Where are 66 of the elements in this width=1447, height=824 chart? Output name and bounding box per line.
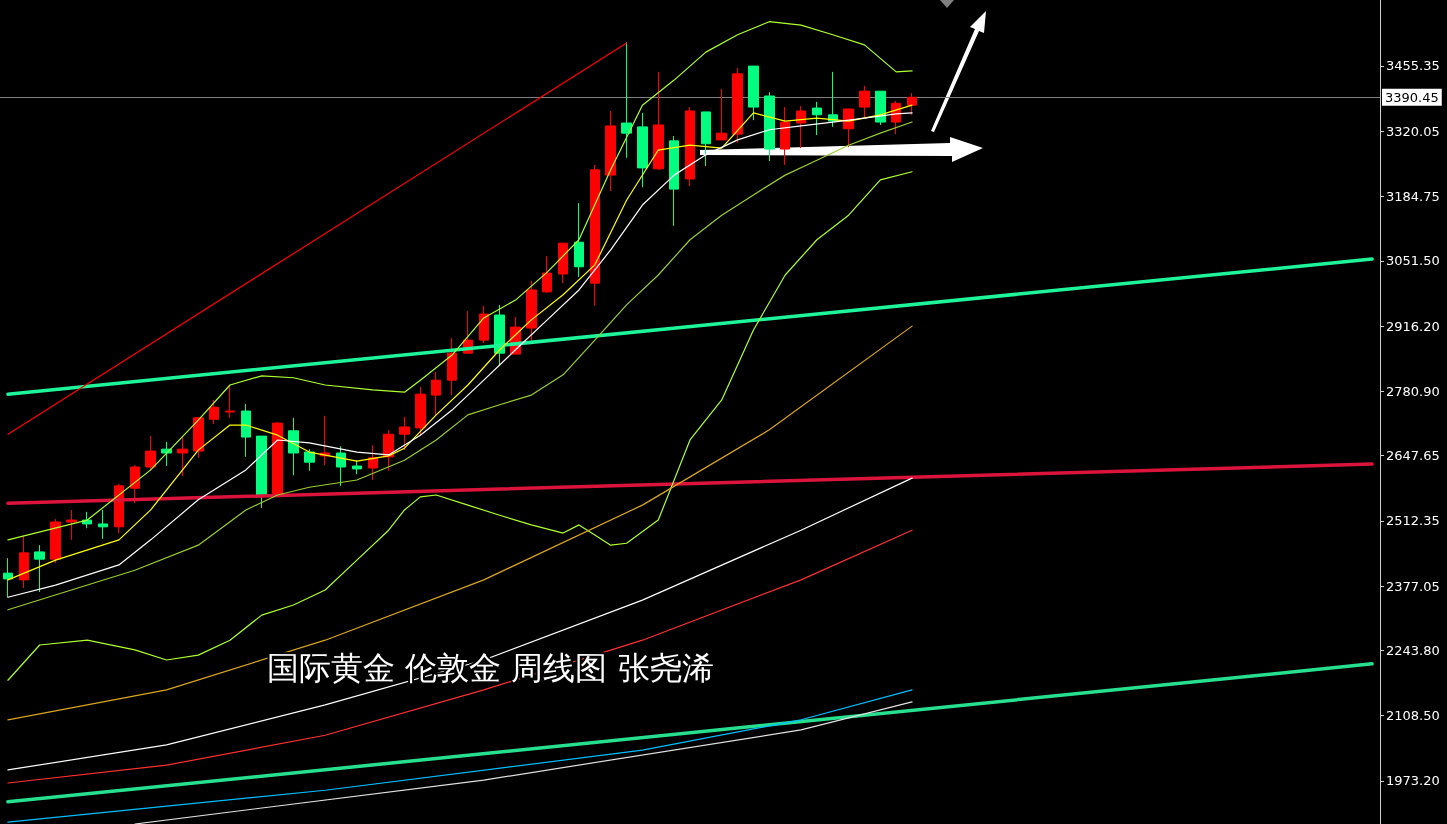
candlestick	[574, 202, 584, 278]
y-tick-label: 3051.50	[1386, 253, 1440, 269]
candlestick	[748, 65, 759, 121]
y-tick-label: 2243.80	[1386, 642, 1440, 658]
candlestick	[431, 371, 441, 416]
candlestick	[3, 557, 13, 598]
candlestick	[732, 67, 743, 144]
candlestick	[780, 106, 790, 166]
candlestick	[209, 399, 219, 425]
candlestick	[542, 255, 552, 294]
y-tick-label: 2916.20	[1386, 318, 1440, 334]
candlestick	[352, 459, 362, 475]
candlestick	[415, 386, 426, 437]
line-series	[7, 529, 913, 784]
candlestick	[637, 112, 648, 188]
line-series	[7, 325, 913, 721]
y-tick-label: 2780.90	[1386, 383, 1440, 399]
candlestick	[859, 85, 870, 119]
candlestick	[716, 88, 727, 141]
line-series	[7, 21, 913, 541]
y-tick-label: 2512.35	[1386, 513, 1440, 529]
candlestick	[193, 417, 204, 459]
candlestick	[34, 544, 45, 593]
candlestick	[399, 416, 410, 451]
candlestick	[526, 280, 537, 342]
y-tick-label: 2377.05	[1386, 578, 1440, 594]
candlestick	[241, 403, 251, 458]
y-tick-label: 3184.75	[1386, 188, 1440, 204]
candlestick	[843, 108, 854, 148]
y-tick-label: 2647.65	[1386, 448, 1440, 464]
candlestick	[304, 448, 315, 472]
candlestick	[875, 90, 886, 126]
y-tick-label: 3455.35	[1386, 58, 1440, 74]
ref-line-label: 3390.45	[1385, 89, 1439, 105]
candlestick	[336, 445, 346, 487]
line-series	[7, 689, 913, 823]
candlestick	[177, 436, 188, 477]
line-series	[134, 701, 913, 824]
candlestick	[590, 164, 600, 307]
candlestick	[256, 435, 267, 509]
candlestick	[653, 71, 664, 171]
candlestick	[130, 464, 140, 504]
y-tick-label: 1973.20	[1386, 773, 1440, 789]
candlestick	[669, 135, 679, 227]
candlestick	[479, 305, 489, 344]
candlestick	[685, 106, 695, 187]
candlestick	[19, 535, 29, 589]
candlestick	[701, 111, 711, 167]
line-series	[7, 477, 913, 771]
candlestick	[98, 509, 108, 540]
candlestick	[796, 105, 806, 149]
candlestick	[447, 337, 457, 396]
candlestick	[66, 509, 77, 541]
y-tick-label: 2108.50	[1386, 708, 1440, 724]
candlestick	[50, 518, 61, 564]
candlestick	[368, 444, 378, 481]
candlestick	[764, 91, 775, 162]
y-tick-label: 3320.05	[1386, 123, 1440, 139]
candlestick	[558, 242, 568, 284]
candlestick	[288, 417, 299, 476]
candlestick	[812, 101, 822, 136]
candlestick	[225, 384, 235, 419]
candlestick	[605, 110, 616, 192]
candlestick	[145, 435, 156, 472]
candlestick	[621, 41, 632, 159]
candlestick	[907, 92, 917, 116]
